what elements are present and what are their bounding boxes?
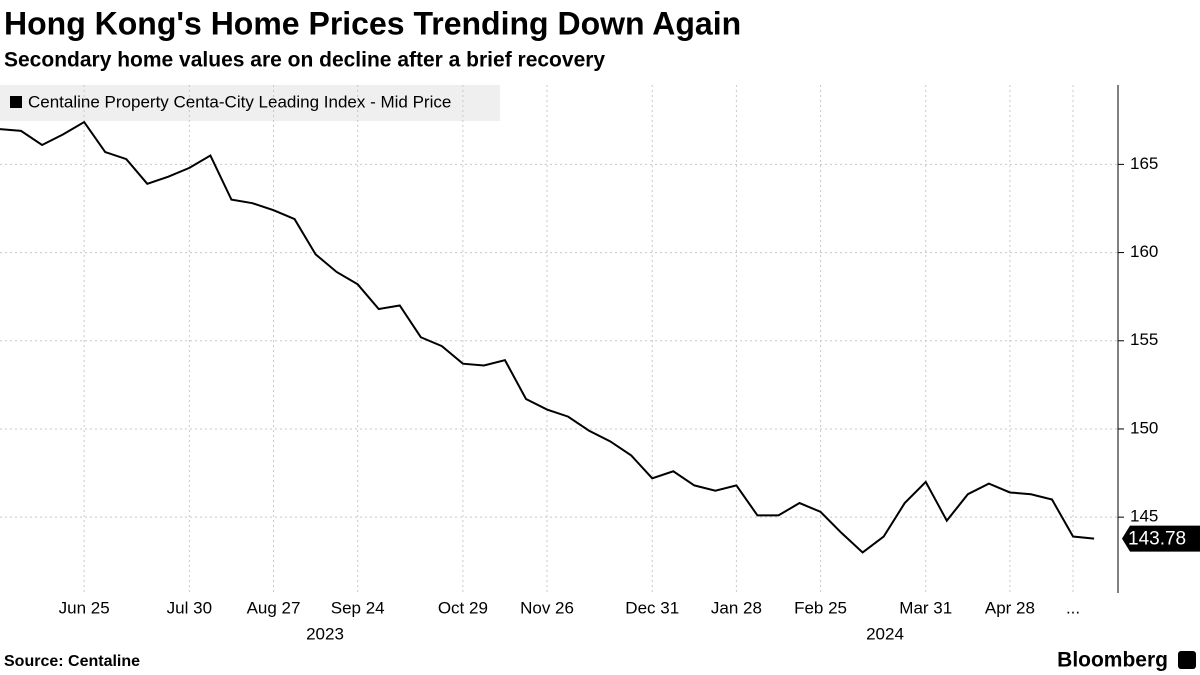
x-tick-label: ... <box>1066 598 1080 617</box>
brand: Bloomberg <box>1057 649 1168 672</box>
chart-subtitle: Secondary home values are on decline aft… <box>4 49 605 72</box>
x-tick-label: Sep 24 <box>331 598 385 617</box>
source: Source: Centaline <box>4 653 140 670</box>
legend-swatch <box>10 96 22 108</box>
year-label: 2024 <box>866 624 904 643</box>
value-label: 143.78 <box>1128 529 1186 550</box>
x-tick-label: Dec 31 <box>625 598 679 617</box>
y-tick-label: 160 <box>1130 242 1158 261</box>
x-tick-label: Feb 25 <box>794 598 847 617</box>
y-tick-label: 155 <box>1130 330 1158 349</box>
x-tick-label: Jan 28 <box>711 598 762 617</box>
x-tick-label: Jul 30 <box>167 598 212 617</box>
y-tick-label: 150 <box>1130 418 1158 437</box>
brand-icon <box>1178 651 1196 669</box>
x-tick-label: Aug 27 <box>247 598 301 617</box>
y-tick-label: 165 <box>1130 154 1158 173</box>
x-tick-label: Apr 28 <box>985 598 1035 617</box>
x-tick-label: Oct 29 <box>438 598 488 617</box>
x-tick-label: Jun 25 <box>59 598 110 617</box>
line <box>0 120 1095 554</box>
legend-label: Centaline Property Centa-City Leading In… <box>28 92 451 111</box>
x-tick-label: Mar 31 <box>899 598 952 617</box>
value-label-box <box>1122 525 1200 552</box>
chart-title: Hong Kong's Home Prices Trending Down Ag… <box>4 5 741 41</box>
legend-box <box>0 85 500 121</box>
y-tick-label: 145 <box>1130 507 1158 526</box>
year-label: 2023 <box>306 624 344 643</box>
x-tick-label: Nov 26 <box>520 598 574 617</box>
